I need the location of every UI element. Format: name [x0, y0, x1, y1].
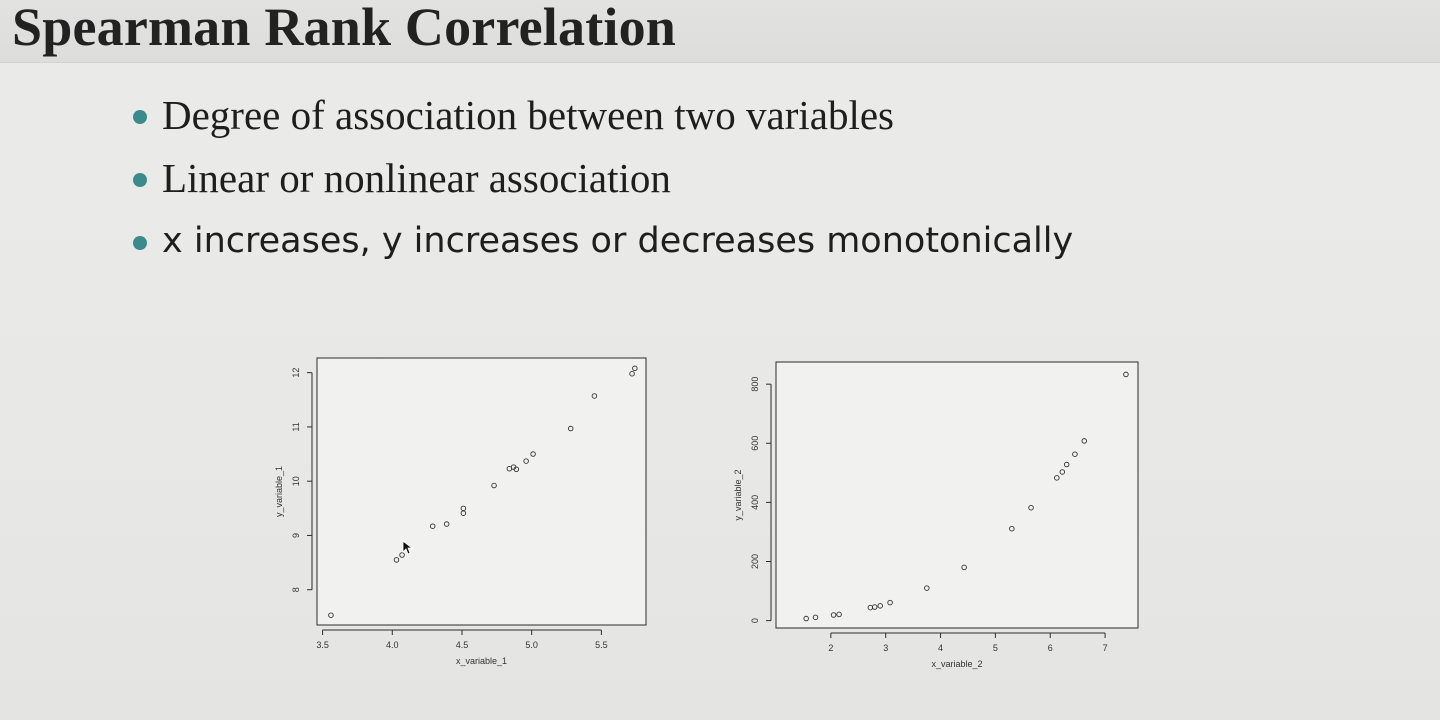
- x-tick-label: 7: [1103, 643, 1108, 653]
- y-tick-label: 400: [750, 495, 760, 510]
- data-point: [1072, 451, 1078, 457]
- data-point: [491, 482, 497, 489]
- data-point: [629, 370, 635, 377]
- y-tick-label: 10: [291, 476, 301, 486]
- bullet-text: Linear or nonlinear association: [162, 155, 671, 201]
- data-point: [523, 458, 529, 464]
- y-tick-label: 9: [291, 533, 301, 538]
- data-point: [567, 425, 574, 432]
- plot-frame: [775, 361, 1139, 629]
- x-tick-label: 5.5: [595, 640, 608, 650]
- data-point: [1059, 469, 1066, 475]
- x-tick-label: 6: [1048, 643, 1053, 653]
- y-tick-label: 11: [291, 422, 301, 431]
- x-tick-label: 5: [993, 643, 998, 653]
- bullet-dot-icon: [133, 110, 147, 124]
- data-point: [393, 557, 400, 563]
- x-tick-label: 5.0: [525, 640, 538, 650]
- x-axis-label: x_variable_1: [456, 656, 507, 666]
- mouse-pointer-icon: [402, 540, 414, 555]
- data-point: [836, 611, 842, 618]
- data-point: [1063, 461, 1070, 468]
- bullet-dot-icon: [133, 236, 147, 250]
- data-point: [887, 599, 893, 606]
- y-tick-label: 200: [750, 554, 760, 569]
- y-tick-label: 600: [750, 436, 760, 451]
- data-point: [877, 603, 883, 609]
- title-bar: Spearman Rank Correlation: [0, 0, 1440, 63]
- y-tick-label: 0: [750, 618, 760, 623]
- data-point: [1123, 371, 1129, 378]
- x-tick-label: 4: [938, 643, 943, 653]
- x-axis-label: x_variable_2: [931, 659, 982, 669]
- data-point: [1081, 438, 1087, 444]
- data-point: [328, 612, 334, 618]
- x-tick-label: 3: [883, 643, 888, 653]
- y-axis-label: y_variable_2: [733, 469, 743, 520]
- y-tick-label: 800: [750, 377, 760, 392]
- bullet-dot-icon: [133, 173, 147, 187]
- data-point: [961, 564, 967, 571]
- data-point: [803, 615, 809, 622]
- y-tick-label: 8: [291, 587, 301, 592]
- data-point: [460, 505, 467, 512]
- data-point: [632, 365, 638, 372]
- data-point: [399, 552, 405, 558]
- x-tick-label: 4.0: [386, 640, 399, 650]
- data-point: [530, 451, 536, 457]
- x-tick-label: 4.5: [456, 640, 469, 650]
- data-point: [871, 604, 878, 610]
- data-point: [830, 612, 837, 618]
- data-point: [513, 466, 520, 473]
- slide-title: Spearman Rank Correlation: [12, 0, 677, 57]
- data-point: [591, 393, 598, 399]
- bullet-text: Degree of association between two variab…: [162, 92, 895, 138]
- plot-frame: [316, 357, 647, 626]
- data-point: [1054, 475, 1060, 481]
- x-tick-label: 2: [828, 643, 833, 653]
- y-tick-label: 12: [291, 368, 301, 378]
- data-point: [429, 523, 436, 529]
- scatter-plot-1: 3.5 4.0 4.5 5.0 5.5 8 9 10 11 12 x_variable_1 y_var…: [274, 357, 647, 666]
- data-point: [1028, 504, 1034, 511]
- bullet-text: x increases, y increases or decreases mo…: [162, 221, 1074, 261]
- data-point: [1009, 525, 1015, 532]
- x-tick-label: 3.5: [316, 640, 329, 650]
- y-axis-label: y_variable_1: [274, 466, 284, 517]
- data-point: [443, 521, 450, 527]
- data-point: [812, 614, 819, 621]
- data-point: [924, 585, 930, 591]
